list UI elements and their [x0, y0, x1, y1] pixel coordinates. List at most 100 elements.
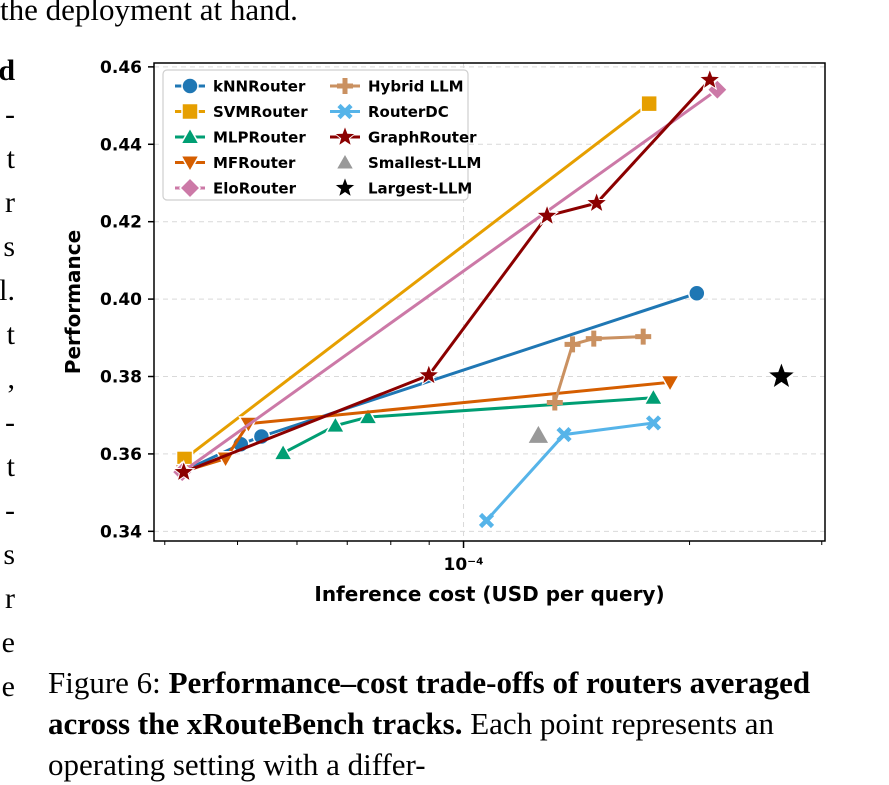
- legend-marker: [333, 175, 357, 199]
- legend-marker: [179, 126, 201, 145]
- y-axis-label: Performance: [61, 230, 85, 374]
- left-fragment: t: [6, 318, 15, 351]
- y-tick-label: 0.40: [100, 290, 142, 310]
- y-tick-label: 0.42: [100, 213, 142, 233]
- legend-label: MFRouter: [213, 154, 296, 172]
- y-tick-label: 0.44: [100, 135, 142, 155]
- figure-caption: Figure 6: Performance–cost trade-offs of…: [48, 662, 848, 785]
- graphrouter-point: [584, 190, 609, 214]
- x-tick-label: 10⁻⁴: [444, 555, 484, 575]
- graphrouter-point: [171, 459, 196, 483]
- caption-text: Each point represents an operating setti…: [48, 706, 775, 782]
- legend-label: Smallest-LLM: [368, 154, 481, 172]
- legend-label: GraphRouter: [368, 129, 477, 147]
- smallest-llm-point: [525, 422, 552, 445]
- graphrouter-point: [697, 67, 722, 91]
- left-fragment: -: [5, 406, 15, 439]
- legend-marker: [181, 102, 199, 121]
- y-tick-label: 0.38: [100, 368, 142, 388]
- hybrid-llm-point: [546, 394, 563, 411]
- legend-label: Hybrid LLM: [368, 78, 464, 96]
- context-top-line: the deployment at hand.: [0, 0, 298, 27]
- series-layer: [171, 67, 798, 529]
- left-fragment: e: [1, 670, 15, 703]
- routerdc-point: [478, 512, 495, 529]
- legend-marker: [333, 124, 357, 148]
- left-fragment: e: [1, 626, 15, 659]
- left-fragment: r: [5, 186, 15, 219]
- routerdc-point: [556, 426, 572, 443]
- caption-title: Performance–cost trade-offs of routers a…: [48, 665, 811, 741]
- knnrouter-point: [688, 284, 706, 303]
- series-hybrid-llm: [546, 328, 652, 411]
- mfrouter-point: [215, 451, 236, 470]
- legend-marker: [181, 77, 199, 95]
- legend-item-mfrouter: MFRouter: [175, 154, 296, 174]
- legend-item-smallest-llm: Smallest-LLM: [334, 151, 481, 172]
- legend-label: MLPRouter: [213, 129, 306, 147]
- legend-item-hybrid-llm: Hybrid LLM: [330, 78, 464, 96]
- largest-llm-point: [765, 359, 798, 391]
- left-fragment: -: [5, 494, 15, 527]
- graphrouter-point: [416, 362, 441, 386]
- series-knnrouter: [174, 284, 706, 481]
- left-fragment: t: [6, 450, 15, 483]
- hybrid-llm-point: [635, 328, 652, 345]
- series-graphrouter: [171, 67, 722, 483]
- left-fragment: s: [3, 538, 15, 571]
- legend-label: SVMRouter: [213, 103, 308, 121]
- y-tick-label: 0.46: [100, 58, 142, 78]
- left-fragment: ,: [7, 362, 16, 395]
- graphrouter-point: [535, 203, 559, 226]
- mlprouter-point: [643, 387, 664, 406]
- svmrouter-point: [640, 94, 658, 113]
- legend-label: EloRouter: [213, 180, 297, 198]
- legend-item-knnrouter: kNNRouter: [175, 77, 306, 96]
- legend-item-svmrouter: SVMRouter: [175, 102, 308, 121]
- y-tick-label: 0.34: [100, 522, 142, 542]
- mlprouter-point: [357, 406, 379, 425]
- legend-marker: [337, 103, 353, 120]
- left-fragment: l.: [0, 274, 15, 307]
- legend-item-elorouter: EloRouter: [175, 176, 297, 200]
- svmrouter-line: [183, 102, 651, 461]
- knnrouter-line: [182, 291, 698, 473]
- y-tick-label: 0.36: [100, 445, 142, 465]
- series-routerdc: [478, 415, 662, 529]
- elorouter-line: [181, 88, 719, 474]
- mfrouter-line: [183, 380, 671, 473]
- legend-item-routerdc: RouterDC: [330, 103, 449, 121]
- mfrouter-point: [659, 374, 681, 393]
- mlprouter-line: [282, 396, 654, 455]
- left-column-text: d - t r s l. t , - t - s r e e: [0, 56, 16, 716]
- legend-marker: [178, 176, 202, 200]
- series-smallest-llm: [525, 422, 552, 445]
- mlprouter-point: [272, 442, 294, 461]
- legend-label: kNNRouter: [213, 78, 306, 96]
- legend-marker: [334, 151, 356, 170]
- hybrid-llm-point: [564, 336, 581, 353]
- x-axis-label: Inference cost (USD per query): [314, 582, 664, 606]
- series-largest-llm: [765, 359, 798, 391]
- plot-frame: [153, 62, 826, 542]
- hybrid-llm-point: [585, 330, 602, 347]
- caption-label: Figure 6:: [48, 665, 161, 700]
- left-fragment: r: [5, 582, 15, 615]
- legend-item-graphrouter: GraphRouter: [330, 124, 477, 148]
- legend-item-largest-llm: Largest-LLM: [333, 175, 472, 199]
- series-mlprouter: [272, 387, 664, 461]
- performance-cost-chart: 0.34 0.36 0.38 0.40 0.42 0.44 0.46 10⁻⁴ Inferenc…: [61, 58, 826, 606]
- left-fragment: t: [6, 142, 15, 175]
- legend-box: [162, 69, 469, 201]
- axes: 0.34 0.36 0.38 0.40 0.42 0.44 0.46 10⁻⁴ Inferenc…: [61, 58, 826, 606]
- mlprouter-point: [325, 415, 346, 434]
- hybrid-llm-line: [553, 335, 644, 403]
- legend-label: RouterDC: [368, 103, 449, 121]
- legend-marker: [179, 155, 201, 174]
- left-fragment: -: [5, 98, 15, 131]
- left-fragment: d: [0, 56, 15, 87]
- series-mfrouter: [173, 374, 681, 482]
- routerdc-point: [645, 415, 662, 431]
- legend-label: Largest-LLM: [368, 180, 472, 198]
- legend: kNNRouter SVMRouter MLPRouter MFRouter EloRo…: [162, 69, 481, 201]
